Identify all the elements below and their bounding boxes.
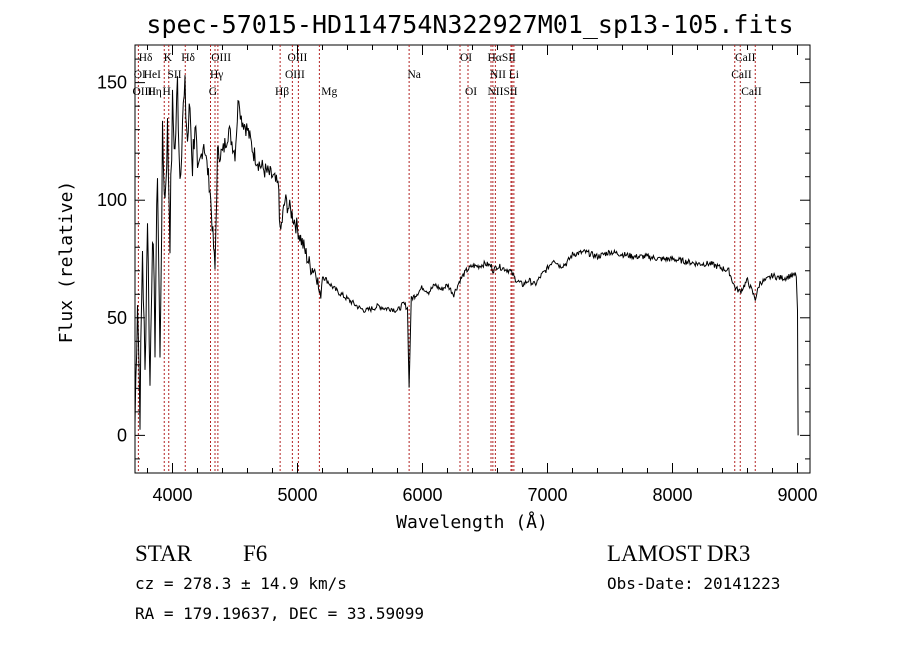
marker-label: CaII: [731, 69, 752, 81]
marker-label: OIII: [211, 52, 231, 64]
marker-label: NII: [490, 69, 506, 81]
x-axis-label: Wavelength (Å): [396, 511, 548, 533]
marker-label: HeI: [144, 69, 161, 81]
marker-label: Hδ: [139, 52, 153, 64]
emission-line-markers: [137, 45, 756, 473]
marker-label: Na: [408, 69, 421, 81]
x-tick-label: 8000: [652, 485, 692, 505]
marker-label: OI: [134, 69, 146, 81]
marker-label: CaII: [735, 52, 756, 64]
object-subclass: F6: [243, 541, 267, 566]
marker-label: OI: [465, 86, 477, 98]
marker-label: K: [164, 52, 173, 64]
spectrum-line: [134, 75, 799, 436]
coordinates-text: RA = 179.19637, DEC = 33.59099: [135, 604, 424, 623]
x-tick-label: 6000: [402, 485, 442, 505]
marker-label: Li: [509, 69, 519, 81]
marker-label: CaII: [741, 86, 762, 98]
marker-label: HαSII: [488, 52, 517, 64]
y-tick-label: 0: [117, 425, 127, 445]
marker-label: OIIII: [133, 86, 157, 98]
marker-label: OIII: [288, 52, 308, 64]
marker-label: OI: [460, 52, 472, 64]
plot-frame: [134, 44, 811, 474]
marker-label: SII: [168, 69, 182, 81]
marker-label: Hδ: [181, 52, 195, 64]
marker-label: NIISII: [488, 86, 518, 98]
axis-tick-labels: 4000 5000 6000 7000 8000 9000 0 50 100 150: [97, 73, 818, 505]
marker-label: Hγ: [210, 69, 223, 81]
y-tick-label: 50: [107, 308, 127, 328]
marker-label: G: [209, 86, 217, 98]
x-tick-label: 5000: [277, 485, 317, 505]
y-tick-label: 100: [97, 190, 127, 210]
x-tick-label: 7000: [527, 485, 567, 505]
x-tick-label: 9000: [777, 485, 817, 505]
survey-name: LAMOST DR3: [607, 541, 750, 566]
y-axis-label: Flux (relative): [56, 181, 77, 344]
marker-label: OIII: [285, 69, 305, 81]
redshift-text: cz = 278.3 ± 14.9 km/s: [135, 574, 347, 593]
marker-label: H: [163, 86, 171, 98]
marker-label: Mg: [321, 86, 337, 98]
axis-ticks: [135, 45, 810, 473]
chart-title: spec-57015-HD114754N322927M01_sp13-105.f…: [146, 10, 793, 39]
object-class: STAR: [135, 541, 193, 566]
y-tick-label: 150: [97, 73, 127, 93]
marker-label: Hη: [148, 86, 162, 98]
marker-label: Hβ: [275, 86, 289, 98]
obs-date-text: Obs-Date: 20141223: [607, 574, 780, 593]
x-tick-label: 4000: [152, 485, 192, 505]
